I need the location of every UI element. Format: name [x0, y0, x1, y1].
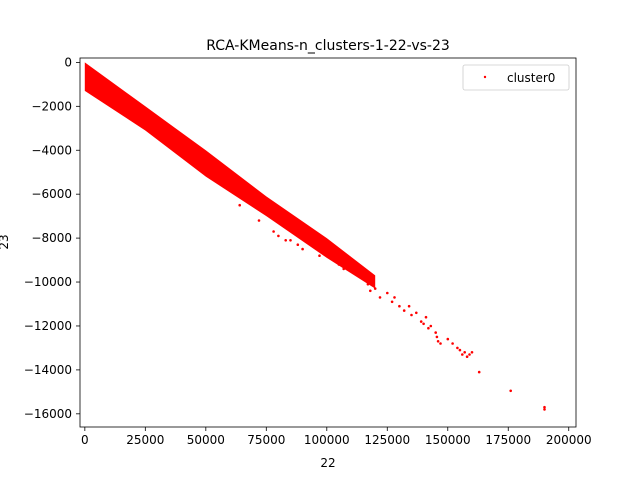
x-tick-label: 175000	[485, 433, 531, 447]
data-point	[458, 348, 462, 352]
data-point	[386, 291, 389, 295]
y-tick-label: −16000	[24, 407, 72, 421]
data-point	[427, 326, 430, 330]
data-point	[342, 267, 346, 271]
y-tick-label: −8000	[31, 231, 72, 245]
y-tick-label: −4000	[31, 143, 72, 157]
plot-frame	[79, 57, 577, 428]
data-point	[313, 243, 317, 246]
x-tick-label: 150000	[425, 433, 471, 447]
y-tick-label: 0	[64, 55, 72, 69]
data-point	[477, 370, 481, 374]
data-point	[435, 335, 439, 339]
data-point	[318, 254, 321, 257]
data-point	[543, 405, 546, 409]
data-point	[509, 389, 512, 393]
data-point	[543, 408, 546, 411]
data-point	[410, 313, 413, 317]
data-point	[415, 311, 418, 315]
data-point	[429, 324, 433, 328]
data-point	[465, 355, 469, 359]
x-tick-label: 200000	[546, 433, 592, 447]
y-tick-label: −14000	[24, 363, 72, 377]
data-point	[434, 331, 438, 334]
data-point	[366, 282, 370, 286]
y-tick-label: −6000	[31, 187, 72, 201]
y-tick-label: −2000	[31, 99, 72, 113]
data-point	[332, 256, 336, 260]
data-point	[369, 289, 372, 293]
data-point	[373, 287, 377, 290]
legend-marker-cluster0	[483, 75, 487, 79]
data-point	[439, 342, 442, 345]
data-point	[470, 351, 474, 354]
data-point	[456, 346, 459, 350]
data-point	[463, 351, 467, 354]
data-point	[361, 276, 365, 279]
legend: cluster0	[462, 64, 570, 91]
legend-box	[462, 64, 570, 91]
x-tick-label: 25000	[126, 433, 164, 447]
data-point	[325, 250, 329, 253]
scatter-points	[84, 62, 546, 411]
x-tick-label: 125000	[364, 433, 410, 447]
data-point	[257, 219, 261, 222]
data-point	[301, 247, 304, 251]
y-axis-ticks: 0 −2000 −4000 −6000 −8000 −10000 −12000 −14000 −…	[24, 55, 80, 421]
x-axis-label: 22	[320, 456, 335, 470]
data-point	[238, 203, 241, 207]
data-point	[337, 263, 341, 266]
data-point	[402, 309, 406, 312]
data-point	[436, 340, 440, 343]
x-tick-label: 0	[81, 433, 89, 447]
data-point	[393, 296, 396, 299]
data-point	[349, 265, 353, 269]
data-point	[468, 353, 471, 356]
data-point	[398, 304, 401, 308]
data-point	[277, 234, 280, 238]
cluster0-dense-band	[84, 62, 376, 289]
x-tick-label: 75000	[247, 433, 285, 447]
x-tick-label: 50000	[187, 433, 225, 447]
data-point	[407, 304, 411, 308]
data-point	[446, 337, 450, 341]
data-point	[272, 230, 275, 233]
data-point	[354, 272, 358, 275]
y-tick-label: −10000	[24, 275, 72, 289]
x-tick-label: 100000	[304, 433, 350, 447]
x-axis-ticks: 0 25000 50000 75000 100000 125000 150000 175000…	[81, 427, 592, 447]
data-point	[424, 315, 428, 319]
y-axis-label: 23	[0, 234, 11, 249]
data-point	[284, 239, 288, 242]
y-tick-label: −12000	[24, 319, 72, 333]
data-point	[451, 342, 454, 345]
chart-title: RCA-KMeans-n_clusters-1-22-vs-23	[206, 38, 450, 54]
data-point	[289, 239, 292, 242]
data-point	[461, 353, 464, 356]
data-point	[390, 300, 394, 304]
data-point	[296, 243, 300, 246]
legend-label-cluster0: cluster0	[507, 71, 555, 85]
data-point	[378, 296, 382, 299]
data-point	[422, 322, 425, 326]
data-point	[419, 320, 423, 323]
